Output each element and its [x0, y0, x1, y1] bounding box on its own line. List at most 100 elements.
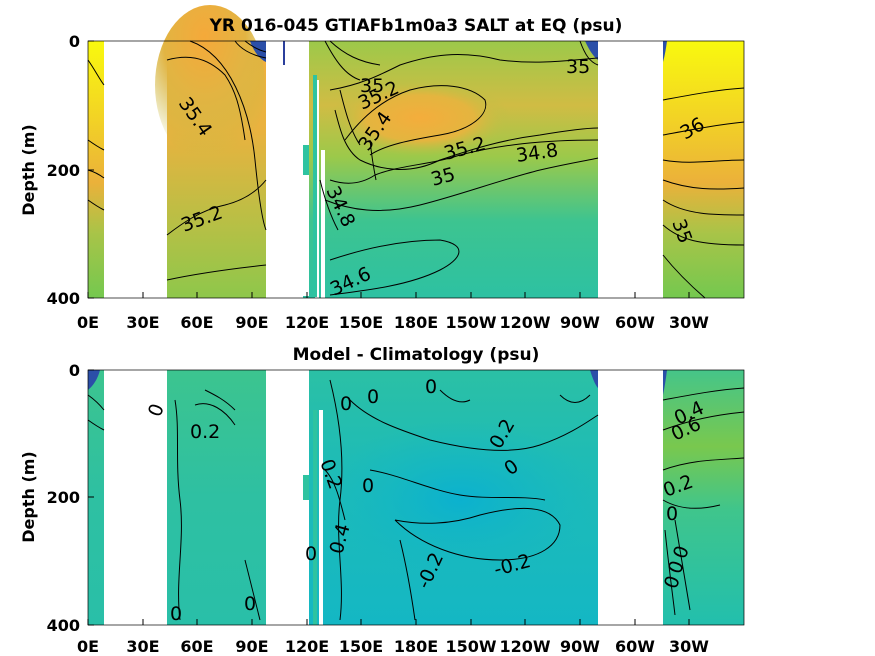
top-contour-africa-4 — [87, 199, 105, 211]
top-contour-35-4 — [166, 56, 246, 141]
top-contour-pac-35-low — [324, 157, 599, 211]
top-field-pacific-salt-maximum — [330, 80, 510, 156]
bottom-contour-zero-west — [174, 399, 182, 621]
top-contour-atl-35-4 — [662, 199, 745, 216]
top-field-sliver-teal-2 — [313, 75, 317, 297]
top-contour-35-2-west — [166, 179, 267, 236]
bottom-x-tick-label: 90W — [560, 637, 600, 656]
bottom-y-ticks: 0 200 400 — [47, 361, 94, 635]
bottom-x-tick-label: 0E — [77, 637, 99, 656]
bottom-x-tick-label: 90E — [235, 637, 268, 656]
top-contour-pac-35 — [329, 139, 599, 184]
bottom-land-sliver-2 — [319, 410, 323, 625]
top-x-tick-label: 60W — [615, 313, 655, 332]
top-field-amazon-fresh — [663, 41, 667, 62]
top-contour-atl-35-2 — [662, 224, 745, 246]
bottom-contour-pac-small — [439, 389, 471, 403]
bottom-contour-atl-0-4 — [662, 411, 745, 431]
top-contour-pac-west-b — [319, 179, 339, 231]
top-y-tick-label: 200 — [47, 161, 80, 180]
bottom-contour-africa-b — [87, 419, 105, 431]
bottom-contour-label: 0.2 — [190, 421, 220, 443]
bottom-heatmap-field — [88, 370, 744, 625]
bottom-x-tick-label: 60E — [180, 637, 213, 656]
bottom-panel: 0 0.2 0 0 0 0.2 0 0.2 0 0.4 0 -0.2 -0.2 … — [19, 345, 745, 656]
bottom-contour-west-b — [204, 389, 236, 411]
top-field-panama-fresh — [585, 41, 598, 60]
bottom-contour-west-a — [194, 403, 236, 426]
top-contour-label: 35 — [360, 75, 384, 97]
top-land-sliver-3 — [321, 150, 325, 298]
top-contour-pac-35-top — [329, 54, 599, 91]
top-x-tick-label: 120E — [285, 313, 329, 332]
top-x-tick-label: 150E — [339, 313, 383, 332]
bottom-y-tick-label: 0 — [69, 361, 80, 380]
top-field-indian-salt-maximum — [155, 5, 265, 165]
bottom-contour-pac-zero-b — [369, 469, 546, 501]
top-contour-atl-35 — [662, 254, 706, 299]
bottom-x-tick-label: 120W — [499, 637, 550, 656]
bottom-field-sliver-teal — [303, 475, 309, 500]
top-contour-warm-pool-2 — [329, 40, 381, 66]
top-y-tick-label: 0 — [69, 32, 80, 51]
bottom-field-africa-fresh — [88, 370, 100, 390]
bottom-x-tick-label: 60W — [615, 637, 655, 656]
bottom-y-tick-label: 200 — [47, 488, 80, 507]
top-x-tick-label: 60E — [180, 313, 213, 332]
top-contour-pac-west-a — [339, 89, 361, 146]
top-panel: 35.4 35.2 35 35.2 35.4 35.2 35 34.8 34.8… — [19, 5, 745, 332]
top-contour-atl-35-8 — [662, 159, 745, 163]
bottom-x-tick-label: 150E — [339, 637, 383, 656]
top-x-tick-label: 90E — [235, 313, 268, 332]
bottom-field-fresh-bias-pool — [320, 420, 600, 580]
bottom-contour-label: 0 — [170, 603, 182, 625]
top-contour-lines — [87, 40, 745, 299]
top-y-tick-label: 400 — [47, 289, 80, 308]
bottom-x-ticks: 0E 30E 60E 90E 120E 150E 180E 150W 120W … — [77, 619, 709, 656]
top-contour-bob-1 — [234, 40, 267, 59]
top-contour-label: 35 — [566, 56, 590, 78]
bottom-y-axis-label: Depth (m) — [19, 451, 38, 543]
top-contour-pac-34-6 — [329, 239, 460, 296]
top-contour-east-1 — [579, 40, 599, 66]
bottom-x-tick-label: 30E — [126, 637, 159, 656]
bottom-field-sliver-teal-2 — [313, 410, 317, 625]
bottom-field-east-fresh — [590, 370, 598, 388]
bottom-contour-atl-0-2 — [662, 457, 745, 471]
top-x-tick-label: 90W — [560, 313, 600, 332]
top-y-ticks: 0 200 400 — [47, 32, 94, 308]
bottom-chart-title: Model - Climatology (psu) — [293, 345, 540, 365]
bottom-contour-label: 0 — [666, 503, 678, 525]
top-field-fresh-sliver — [283, 41, 285, 65]
top-x-tick-label: 120W — [499, 313, 550, 332]
top-x-tick-label: 180E — [394, 313, 438, 332]
top-land-maritime-continent — [266, 41, 303, 298]
bottom-contour-west-c — [244, 559, 261, 621]
top-field-atlantic — [663, 41, 744, 298]
top-contour-35-west — [166, 264, 267, 281]
bottom-contour-lines — [87, 379, 745, 621]
bottom-contour-pac-west-b — [324, 469, 346, 521]
top-y-axis-label: Depth (m) — [19, 124, 38, 216]
bottom-contour-label: 0 — [244, 593, 256, 615]
top-contour-pac-35-2-loop — [344, 85, 487, 156]
top-contour-atl-36 — [662, 121, 745, 136]
bottom-field-africa-strip — [88, 370, 104, 625]
top-x-ticks: 0E 30E 60E 90E 120E 150E 180E 150W 120W … — [77, 292, 709, 332]
top-contour-africa-2 — [87, 139, 105, 151]
top-field-sliver-teal — [303, 145, 309, 175]
top-x-tick-label: 0E — [77, 313, 99, 332]
bottom-contour-pac-small-2 — [559, 394, 591, 403]
bottom-field-atlantic — [663, 370, 744, 625]
bottom-x-tick-label: 150W — [445, 637, 496, 656]
bottom-contour-africa-a — [87, 394, 105, 411]
bottom-contour-label: 0 — [425, 376, 437, 398]
top-x-tick-label: 150W — [445, 313, 496, 332]
bottom-field-amazon-fresh — [663, 370, 667, 395]
bottom-x-tick-label: 30W — [669, 637, 709, 656]
bottom-contour-pac-minus-0-2-b — [399, 539, 416, 621]
bottom-x-tick-label: 120E — [285, 637, 329, 656]
top-contour-35-6 — [189, 40, 267, 231]
top-contour-africa-1 — [87, 59, 105, 86]
